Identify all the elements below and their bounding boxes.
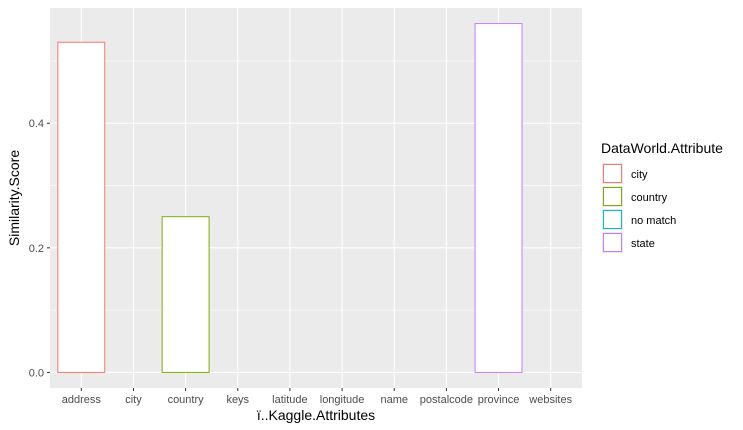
y-tick-label: 0.4 — [29, 118, 44, 130]
x-tick-label: keys — [226, 394, 249, 406]
bar-province — [474, 23, 523, 373]
x-axis-title: ï..Kaggle.Attributes — [257, 407, 375, 423]
y-axis: 0.0 0.2 0.4 — [29, 118, 50, 379]
bar-country — [161, 216, 210, 373]
y-tick-label: 0.0 — [29, 367, 44, 379]
legend-label: state — [631, 238, 655, 250]
x-tick-label: city — [125, 394, 142, 406]
x-tick-label: address — [62, 394, 102, 406]
bars — [57, 23, 523, 373]
bar-address — [57, 41, 106, 373]
legend-swatch-state — [603, 233, 622, 252]
legend-label: country — [631, 192, 668, 204]
legend: DataWorld.Attribute city country no match s… — [601, 140, 723, 253]
legend-swatch-no-match — [603, 210, 622, 229]
legend-swatch-city — [603, 164, 622, 183]
legend-label: no match — [631, 215, 676, 227]
y-tick-label: 0.2 — [29, 243, 44, 255]
legend-swatch-country — [603, 187, 622, 206]
x-tick-label: longitude — [320, 394, 365, 406]
legend-label: city — [631, 169, 648, 181]
legend-title: DataWorld.Attribute — [601, 140, 723, 156]
x-tick-label: postalcode — [420, 394, 473, 406]
x-axis: address city country keys latitude longitude n… — [62, 388, 573, 406]
y-axis-title: Similarity.Score — [6, 150, 22, 246]
x-tick-label: name — [380, 394, 408, 406]
x-tick-label: websites — [528, 394, 572, 406]
x-tick-label: province — [478, 394, 520, 406]
x-tick-label: country — [168, 394, 205, 406]
x-tick-label: latitude — [272, 394, 307, 406]
